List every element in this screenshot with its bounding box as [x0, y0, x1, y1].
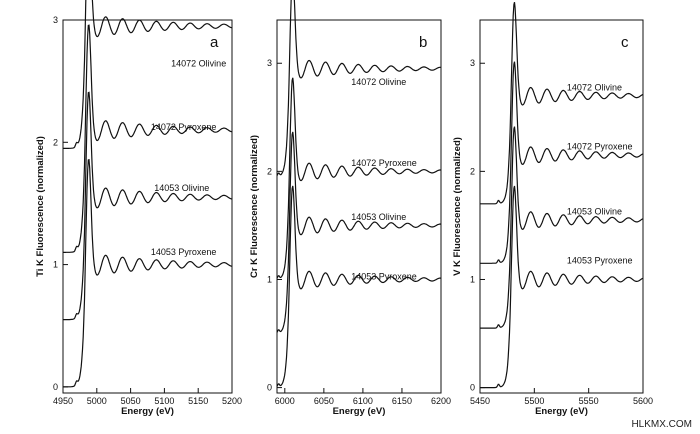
spectrum-line — [480, 2, 644, 205]
panel-label: b — [419, 34, 427, 51]
x-tick-label: 5550 — [579, 396, 599, 406]
x-axis-label: Energy (eV) — [121, 406, 174, 417]
spectrum-line — [276, 185, 441, 387]
spectrum-line — [480, 185, 644, 389]
y-tick-label: 3 — [470, 58, 475, 68]
x-tick-label: 4950 — [53, 396, 73, 406]
x-tick-label: 5050 — [121, 396, 141, 406]
series-label: 14053 Olivine — [567, 207, 622, 217]
x-tick-label: 6150 — [392, 396, 412, 406]
panel-label: a — [210, 34, 219, 51]
spectrum-line — [63, 24, 233, 253]
series-label: 14072 Olivine — [171, 58, 226, 68]
series-label: 14072 Pyroxene — [351, 158, 417, 168]
panel-label: c — [621, 34, 629, 51]
series-label: 14053 Pyroxene — [351, 271, 417, 281]
y-tick-label: 1 — [53, 260, 58, 270]
y-tick-label: 0 — [267, 383, 272, 393]
y-tick-label: 1 — [267, 274, 272, 284]
x-tick-label: 5000 — [87, 396, 107, 406]
spectrum-line — [63, 0, 233, 149]
x-tick-label: 6100 — [353, 396, 373, 406]
spectrum-line — [276, 77, 441, 279]
series-label: 14053 Olivine — [351, 212, 406, 222]
spectrum-line — [480, 126, 644, 329]
spectrum-line — [480, 61, 644, 264]
series-label: 14072 Olivine — [567, 82, 622, 92]
panel-c: 5450 5500 5550 5600 0 1 2 3 Energy (eV) V K Fluor… — [452, 2, 653, 417]
y-tick-label: 3 — [53, 15, 58, 25]
x-tick-label: 6000 — [275, 396, 295, 406]
series-label: 14072 Olivine — [351, 77, 406, 87]
x-tick-label: 5150 — [188, 396, 208, 406]
watermark-text: HLKMX.COM — [631, 419, 692, 430]
spectrum-line — [276, 0, 441, 176]
x-axis-label: Energy (eV) — [333, 406, 386, 417]
y-tick-label: 2 — [267, 166, 272, 176]
plot-frame — [479, 19, 644, 394]
spectrum-line — [63, 91, 233, 321]
y-tick-label: 0 — [470, 383, 475, 393]
x-tick-label: 5500 — [524, 396, 544, 406]
plot-frame — [276, 19, 442, 394]
series-label: 14072 Pyroxene — [567, 142, 633, 152]
x-tick-label: 5450 — [470, 396, 490, 406]
series-label: 14053 Pyroxene — [151, 247, 217, 257]
y-tick-label: 2 — [470, 166, 475, 176]
x-tick-label: 5100 — [154, 396, 174, 406]
y-tick-label: 1 — [470, 274, 475, 284]
x-tick-label: 6050 — [314, 396, 334, 406]
x-axis-label: Energy (eV) — [535, 406, 588, 417]
series-label: 14053 Olivine — [154, 183, 209, 193]
y-axis-label: Ti K Fluorescence (normalized) — [35, 136, 46, 277]
y-tick-label: 3 — [267, 58, 272, 68]
panel-a: 4950 5000 5050 5100 5150 5200 0 1 2 3 Energy (eV) T… — [35, 0, 242, 417]
x-tick-label: 5200 — [222, 396, 242, 406]
series-label: 14072 Pyroxene — [151, 122, 217, 132]
y-tick-label: 0 — [53, 382, 58, 392]
y-tick-label: 2 — [53, 137, 58, 147]
plot-frame — [62, 19, 233, 394]
y-axis-label: Cr K Fluorescence (normalized) — [249, 135, 260, 278]
x-tick-label: 5600 — [633, 396, 653, 406]
panel-b: 6000 6050 6100 6150 6200 0 1 2 3 Energy (eV) Cr K … — [249, 0, 451, 417]
series-label: 14053 Pyroxene — [567, 255, 633, 265]
y-axis-label: V K Fluorescence (normalized) — [452, 137, 463, 276]
spectrum-line — [276, 131, 442, 333]
x-tick-label: 6200 — [431, 396, 451, 406]
spectrum-line — [63, 158, 233, 388]
